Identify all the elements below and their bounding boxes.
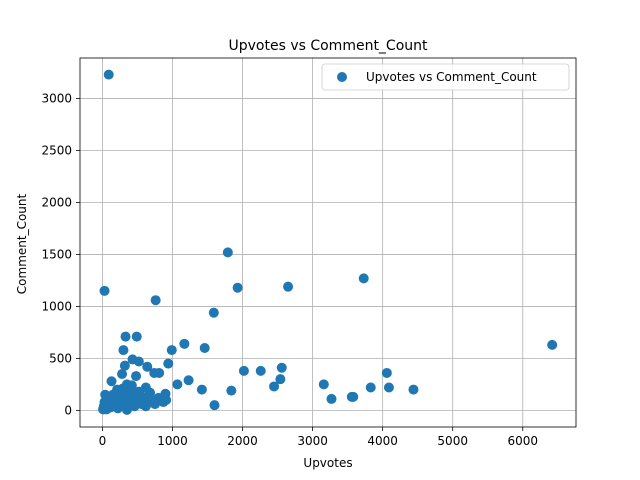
x-tick-label: 6000 bbox=[507, 434, 538, 448]
data-point bbox=[106, 376, 117, 387]
data-point bbox=[381, 367, 392, 378]
data-point bbox=[158, 397, 169, 408]
data-point bbox=[140, 401, 151, 412]
data-point bbox=[117, 383, 128, 394]
plot-frame bbox=[79, 57, 577, 428]
data-point bbox=[163, 358, 174, 369]
data-point bbox=[150, 295, 161, 306]
data-point bbox=[143, 390, 154, 401]
y-tick-label: 1000 bbox=[41, 299, 72, 313]
data-point bbox=[238, 365, 249, 376]
data-point bbox=[547, 339, 558, 350]
x-axis-label: Upvotes bbox=[303, 456, 352, 470]
data-point bbox=[199, 343, 210, 354]
data-point bbox=[276, 362, 287, 373]
data-point bbox=[179, 338, 190, 349]
data-points bbox=[98, 69, 558, 415]
data-point bbox=[358, 273, 369, 284]
data-point bbox=[222, 247, 233, 258]
legend-marker bbox=[337, 72, 347, 82]
data-point bbox=[208, 307, 219, 318]
data-point bbox=[131, 371, 142, 382]
x-tick-label: 3000 bbox=[297, 434, 328, 448]
data-point bbox=[102, 392, 113, 403]
x-tick-label: 0 bbox=[99, 434, 107, 448]
data-point bbox=[124, 394, 135, 405]
data-point bbox=[226, 385, 237, 396]
data-point bbox=[131, 331, 142, 342]
data-point bbox=[383, 382, 394, 393]
data-point bbox=[119, 360, 130, 371]
data-point bbox=[283, 281, 294, 292]
data-point bbox=[166, 345, 177, 356]
y-tick-label: 2000 bbox=[41, 195, 72, 209]
x-axis-ticks: 0 1000 2000 3000 4000 5000 6000 bbox=[99, 427, 538, 448]
data-point bbox=[120, 331, 131, 342]
data-point bbox=[196, 384, 207, 395]
data-point bbox=[365, 382, 376, 393]
y-axis-label: Comment_Count bbox=[15, 193, 29, 294]
grid-lines bbox=[80, 58, 576, 427]
y-tick-label: 2500 bbox=[41, 144, 72, 158]
data-point bbox=[98, 401, 109, 412]
data-point bbox=[149, 399, 160, 410]
data-point bbox=[103, 69, 114, 80]
data-point bbox=[142, 361, 153, 372]
data-point bbox=[117, 368, 128, 379]
data-point bbox=[318, 379, 329, 390]
data-point bbox=[118, 345, 129, 356]
x-tick-label: 4000 bbox=[367, 434, 398, 448]
data-point bbox=[408, 384, 419, 395]
data-point bbox=[326, 393, 337, 404]
data-point bbox=[209, 400, 220, 411]
data-point bbox=[348, 391, 359, 402]
data-point bbox=[232, 282, 243, 293]
y-tick-label: 3000 bbox=[41, 92, 72, 106]
legend-entry: Upvotes vs Comment_Count bbox=[366, 70, 537, 84]
data-point bbox=[255, 365, 266, 376]
data-point bbox=[149, 367, 160, 378]
y-tick-label: 1500 bbox=[41, 247, 72, 261]
data-point bbox=[133, 356, 144, 367]
data-point bbox=[172, 379, 183, 390]
legend-box bbox=[321, 63, 570, 91]
data-point bbox=[275, 374, 286, 385]
data-point bbox=[111, 391, 122, 402]
data-point bbox=[99, 285, 110, 296]
data-point bbox=[183, 375, 194, 386]
chart-title: Upvotes vs Comment_Count bbox=[228, 38, 428, 54]
data-point bbox=[132, 392, 143, 403]
data-point bbox=[269, 381, 280, 392]
x-tick-label: 2000 bbox=[227, 434, 258, 448]
legend: Upvotes vs Comment_Count bbox=[321, 63, 570, 91]
y-tick-label: 500 bbox=[49, 351, 72, 365]
x-tick-label: 1000 bbox=[157, 434, 188, 448]
x-tick-label: 5000 bbox=[437, 434, 468, 448]
y-axis-ticks: 0 500 1000 1500 2000 2500 3000 bbox=[41, 92, 80, 417]
y-tick-label: 0 bbox=[64, 403, 72, 417]
